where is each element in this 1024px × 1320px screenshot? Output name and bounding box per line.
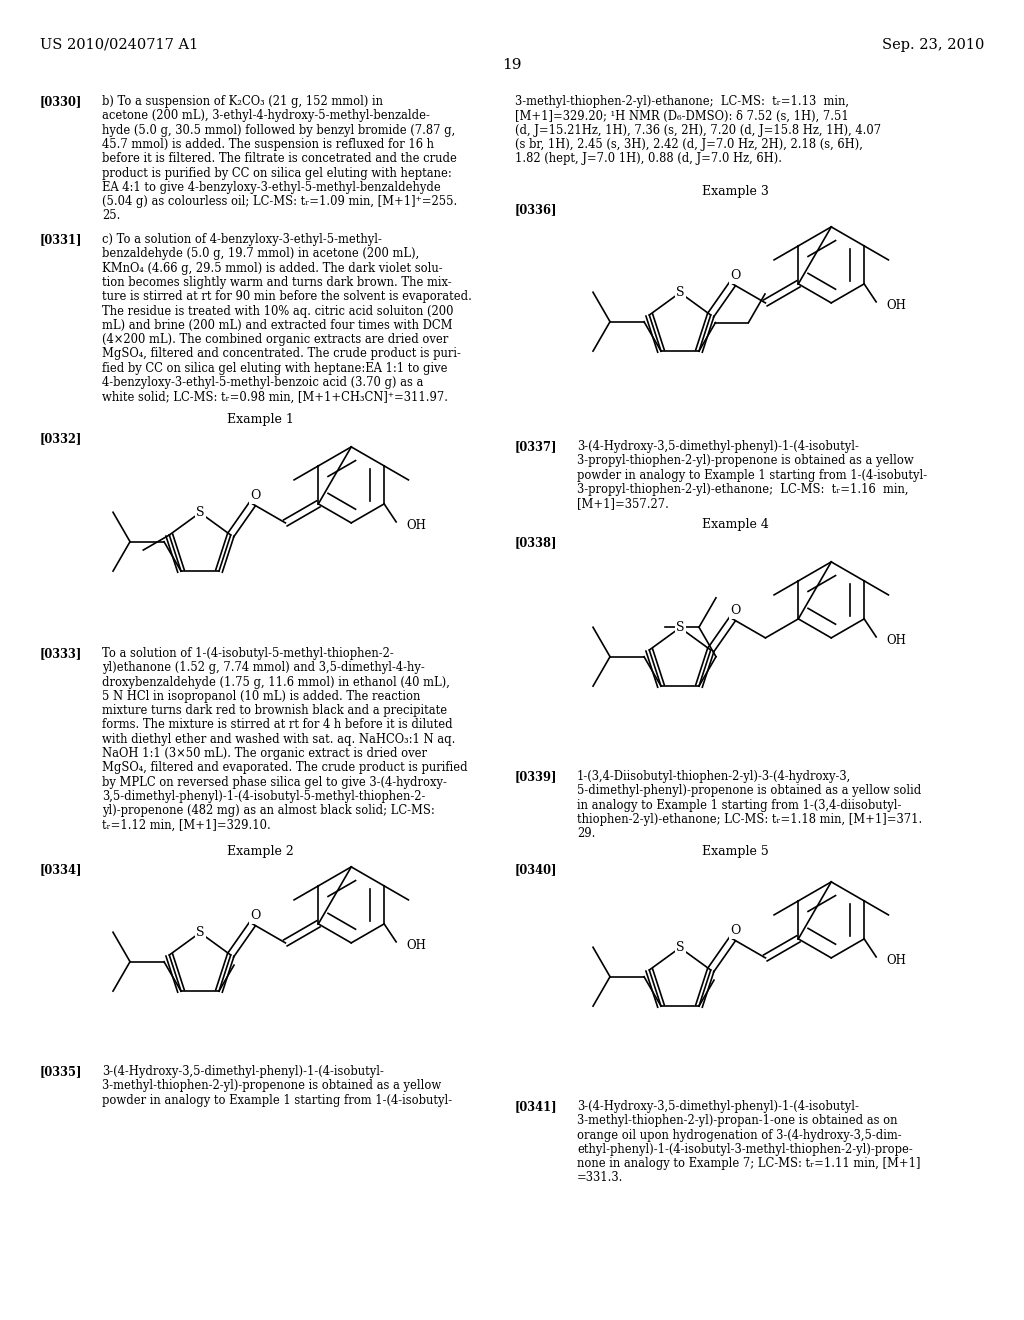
Text: 5 N HCl in isopropanol (10 mL) is added. The reaction: 5 N HCl in isopropanol (10 mL) is added.… [102,690,421,702]
Text: [0332]: [0332] [40,432,82,445]
Text: S: S [196,927,204,940]
Text: powder in analogy to Example 1 starting from 1-(4-isobutyl-: powder in analogy to Example 1 starting … [102,1093,453,1106]
Text: with diethyl ether and washed with sat. aq. NaHCO₃:1 N aq.: with diethyl ether and washed with sat. … [102,733,456,746]
Text: MgSO₄, filtered and evaporated. The crude product is purified: MgSO₄, filtered and evaporated. The crud… [102,762,468,775]
Text: =331.3.: =331.3. [577,1171,624,1184]
Text: b) To a suspension of K₂CO₃ (21 g, 152 mmol) in: b) To a suspension of K₂CO₃ (21 g, 152 m… [102,95,383,108]
Text: MgSO₄, filtered and concentrated. The crude product is puri-: MgSO₄, filtered and concentrated. The cr… [102,347,461,360]
Text: (4×200 mL). The combined organic extracts are dried over: (4×200 mL). The combined organic extract… [102,333,449,346]
Text: product is purified by CC on silica gel eluting with heptane:: product is purified by CC on silica gel … [102,166,452,180]
Text: NaOH 1:1 (3×50 mL). The organic extract is dried over: NaOH 1:1 (3×50 mL). The organic extract … [102,747,427,760]
Text: O: O [730,269,740,282]
Text: S: S [676,622,684,634]
Text: (5.04 g) as colourless oil; LC-MS: tᵣ=1.09 min, [M+1]⁺=255.: (5.04 g) as colourless oil; LC-MS: tᵣ=1.… [102,195,458,209]
Text: white solid; LC-MS: tᵣ=0.98 min, [M+1+CH₃CN]⁺=311.97.: white solid; LC-MS: tᵣ=0.98 min, [M+1+CH… [102,391,449,404]
Text: 3-methyl-thiophen-2-yl)-ethanone;  LC-MS:  tᵣ=1.13  min,: 3-methyl-thiophen-2-yl)-ethanone; LC-MS:… [515,95,849,108]
Text: [0331]: [0331] [40,234,83,246]
Text: fied by CC on silica gel eluting with heptane:EA 1:1 to give: fied by CC on silica gel eluting with he… [102,362,447,375]
Text: benzaldehyde (5.0 g, 19.7 mmol) in acetone (200 mL),: benzaldehyde (5.0 g, 19.7 mmol) in aceto… [102,247,419,260]
Text: tᵣ=1.12 min, [M+1]=329.10.: tᵣ=1.12 min, [M+1]=329.10. [102,818,270,832]
Text: OH: OH [407,940,426,953]
Text: US 2010/0240717 A1: US 2010/0240717 A1 [40,38,199,51]
Text: Example 5: Example 5 [701,845,768,858]
Text: EA 4:1 to give 4-benzyloxy-3-ethyl-5-methyl-benzaldehyde: EA 4:1 to give 4-benzyloxy-3-ethyl-5-met… [102,181,440,194]
Text: yl)-propenone (482 mg) as an almost black solid; LC-MS:: yl)-propenone (482 mg) as an almost blac… [102,804,435,817]
Text: O: O [730,924,740,937]
Text: [0334]: [0334] [40,863,83,876]
Text: 5-dimethyl-phenyl)-propenone is obtained as a yellow solid: 5-dimethyl-phenyl)-propenone is obtained… [577,784,922,797]
Text: tion becomes slightly warm and turns dark brown. The mix-: tion becomes slightly warm and turns dar… [102,276,452,289]
Text: O: O [730,605,740,618]
Text: 3-(4-Hydroxy-3,5-dimethyl-phenyl)-1-(4-isobutyl-: 3-(4-Hydroxy-3,5-dimethyl-phenyl)-1-(4-i… [102,1065,384,1078]
Text: c) To a solution of 4-benzyloxy-3-ethyl-5-methyl-: c) To a solution of 4-benzyloxy-3-ethyl-… [102,234,382,246]
Text: To a solution of 1-(4-isobutyl-5-methyl-thiophen-2-: To a solution of 1-(4-isobutyl-5-methyl-… [102,647,394,660]
Text: thiophen-2-yl)-ethanone; LC-MS: tᵣ=1.18 min, [M+1]=371.: thiophen-2-yl)-ethanone; LC-MS: tᵣ=1.18 … [577,813,923,826]
Text: powder in analogy to Example 1 starting from 1-(4-isobutyl-: powder in analogy to Example 1 starting … [577,469,927,482]
Text: mL) and brine (200 mL) and extracted four times with DCM: mL) and brine (200 mL) and extracted fou… [102,319,453,331]
Text: Example 1: Example 1 [226,413,294,426]
Text: 45.7 mmol) is added. The suspension is refluxed for 16 h: 45.7 mmol) is added. The suspension is r… [102,137,434,150]
Text: 1-(3,4-Diisobutyl-thiophen-2-yl)-3-(4-hydroxy-3,: 1-(3,4-Diisobutyl-thiophen-2-yl)-3-(4-hy… [577,770,851,783]
Text: [M+1]=357.27.: [M+1]=357.27. [577,498,669,511]
Text: 4-benzyloxy-3-ethyl-5-methyl-benzoic acid (3.70 g) as a: 4-benzyloxy-3-ethyl-5-methyl-benzoic aci… [102,376,423,389]
Text: 3,5-dimethyl-phenyl)-1-(4-isobutyl-5-methyl-thiophen-2-: 3,5-dimethyl-phenyl)-1-(4-isobutyl-5-met… [102,789,425,803]
Text: [0333]: [0333] [40,647,82,660]
Text: 3-(4-Hydroxy-3,5-dimethyl-phenyl)-1-(4-isobutyl-: 3-(4-Hydroxy-3,5-dimethyl-phenyl)-1-(4-i… [577,440,859,453]
Text: droxybenzaldehyde (1.75 g, 11.6 mmol) in ethanol (40 mL),: droxybenzaldehyde (1.75 g, 11.6 mmol) in… [102,676,450,689]
Text: [0335]: [0335] [40,1065,83,1078]
Text: 3-methyl-thiophen-2-yl)-propan-1-one is obtained as on: 3-methyl-thiophen-2-yl)-propan-1-one is … [577,1114,897,1127]
Text: 1.82 (hept, J=7.0 1H), 0.88 (d, J=7.0 Hz, 6H).: 1.82 (hept, J=7.0 1H), 0.88 (d, J=7.0 Hz… [515,152,782,165]
Text: (d, J=15.21Hz, 1H), 7.36 (s, 2H), 7.20 (d, J=15.8 Hz, 1H), 4.07: (d, J=15.21Hz, 1H), 7.36 (s, 2H), 7.20 (… [515,124,881,136]
Text: [0339]: [0339] [515,770,557,783]
Text: Example 2: Example 2 [226,845,293,858]
Text: [M+1]=329.20; ¹H NMR (D₆-DMSO): δ 7.52 (s, 1H), 7.51: [M+1]=329.20; ¹H NMR (D₆-DMSO): δ 7.52 (… [515,110,849,123]
Text: orange oil upon hydrogenation of 3-(4-hydroxy-3,5-dim-: orange oil upon hydrogenation of 3-(4-hy… [577,1129,901,1142]
Text: ethyl-phenyl)-1-(4-isobutyl-3-methyl-thiophen-2-yl)-prope-: ethyl-phenyl)-1-(4-isobutyl-3-methyl-thi… [577,1143,912,1156]
Text: 25.: 25. [102,210,121,222]
Text: hyde (5.0 g, 30.5 mmol) followed by benzyl bromide (7.87 g,: hyde (5.0 g, 30.5 mmol) followed by benz… [102,124,456,136]
Text: [0336]: [0336] [515,203,557,216]
Text: forms. The mixture is stirred at rt for 4 h before it is diluted: forms. The mixture is stirred at rt for … [102,718,453,731]
Text: S: S [676,286,684,300]
Text: S: S [196,506,204,519]
Text: [0340]: [0340] [515,863,557,876]
Text: OH: OH [886,635,906,647]
Text: mixture turns dark red to brownish black and a precipitate: mixture turns dark red to brownish black… [102,704,447,717]
Text: ture is stirred at rt for 90 min before the solvent is evaporated.: ture is stirred at rt for 90 min before … [102,290,472,304]
Text: KMnO₄ (4.66 g, 29.5 mmol) is added. The dark violet solu-: KMnO₄ (4.66 g, 29.5 mmol) is added. The … [102,261,442,275]
Text: OH: OH [886,300,906,313]
Text: S: S [676,941,684,954]
Text: [0330]: [0330] [40,95,82,108]
Text: 19: 19 [502,58,522,73]
Text: by MPLC on reversed phase silica gel to give 3-(4-hydroxy-: by MPLC on reversed phase silica gel to … [102,776,446,788]
Text: [0337]: [0337] [515,440,557,453]
Text: O: O [250,490,261,503]
Text: OH: OH [886,954,906,968]
Text: in analogy to Example 1 starting from 1-(3,4-diisobutyl-: in analogy to Example 1 starting from 1-… [577,799,901,812]
Text: acetone (200 mL), 3-ethyl-4-hydroxy-5-methyl-benzalde-: acetone (200 mL), 3-ethyl-4-hydroxy-5-me… [102,110,430,123]
Text: OH: OH [407,519,426,532]
Text: before it is filtered. The filtrate is concetrated and the crude: before it is filtered. The filtrate is c… [102,152,457,165]
Text: yl)ethanone (1.52 g, 7.74 mmol) and 3,5-dimethyl-4-hy-: yl)ethanone (1.52 g, 7.74 mmol) and 3,5-… [102,661,425,675]
Text: Example 4: Example 4 [701,517,768,531]
Text: [0338]: [0338] [515,536,557,549]
Text: 3-methyl-thiophen-2-yl)-propenone is obtained as a yellow: 3-methyl-thiophen-2-yl)-propenone is obt… [102,1080,441,1092]
Text: O: O [250,909,261,923]
Text: Example 3: Example 3 [701,185,768,198]
Text: 3-(4-Hydroxy-3,5-dimethyl-phenyl)-1-(4-isobutyl-: 3-(4-Hydroxy-3,5-dimethyl-phenyl)-1-(4-i… [577,1100,859,1113]
Text: 3-propyl-thiophen-2-yl)-ethanone;  LC-MS:  tᵣ=1.16  min,: 3-propyl-thiophen-2-yl)-ethanone; LC-MS:… [577,483,908,496]
Text: 3-propyl-thiophen-2-yl)-propenone is obtained as a yellow: 3-propyl-thiophen-2-yl)-propenone is obt… [577,454,913,467]
Text: none in analogy to Example 7; LC-MS: tᵣ=1.11 min, [M+1]: none in analogy to Example 7; LC-MS: tᵣ=… [577,1158,921,1171]
Text: 29.: 29. [577,828,595,841]
Text: (s br, 1H), 2.45 (s, 3H), 2.42 (d, J=7.0 Hz, 2H), 2.18 (s, 6H),: (s br, 1H), 2.45 (s, 3H), 2.42 (d, J=7.0… [515,137,863,150]
Text: Sep. 23, 2010: Sep. 23, 2010 [882,38,984,51]
Text: The residue is treated with 10% aq. citric acid soluiton (200: The residue is treated with 10% aq. citr… [102,305,454,318]
Text: [0341]: [0341] [515,1100,558,1113]
